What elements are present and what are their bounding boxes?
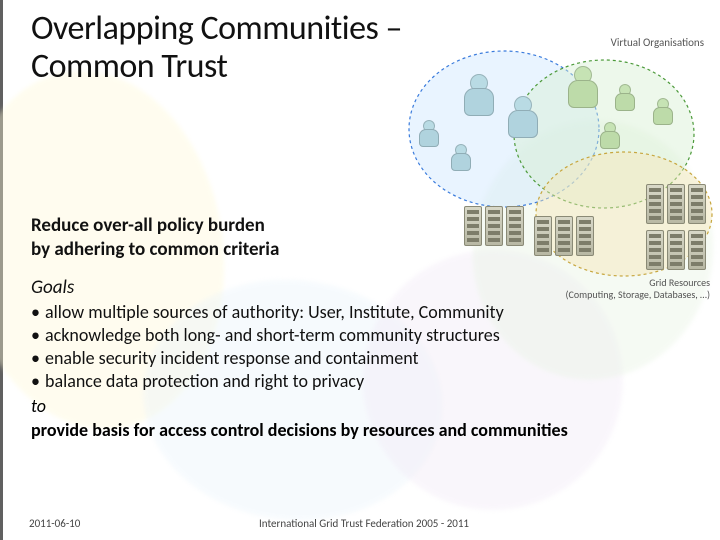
bullet-dot: •	[31, 347, 45, 370]
bullet-text: balance data protection and right to pri…	[45, 370, 364, 393]
slide-footer: 2011-06-10 International Grid Trust Fede…	[29, 517, 700, 530]
content-area: Overlapping Communities – Common Trust R…	[3, 0, 720, 441]
title-line-2: Common Trust	[31, 46, 227, 87]
slide: Virtual Organisations Grid Resources (Co…	[0, 0, 720, 540]
bullet-text: allow multiple sources of authority: Use…	[45, 301, 504, 324]
bullet-item: • allow multiple sources of authority: U…	[31, 301, 696, 324]
bullet-item: • balance data protection and right to p…	[31, 370, 696, 393]
conclusion-line: provide basis for access control decisio…	[31, 419, 696, 442]
subtitle-line-2: by adhering to common criteria	[31, 238, 696, 262]
title-line-1: Overlapping Communities –	[31, 8, 402, 49]
bullet-text: enable security incident response and co…	[45, 347, 419, 370]
footer-date: 2011-06-10	[29, 517, 229, 530]
bullet-item: • enable security incident response and …	[31, 347, 696, 370]
bullet-dot: •	[31, 324, 45, 347]
footer-center: International Grid Trust Federation 2005…	[229, 517, 700, 530]
goals-heading: Goals	[31, 276, 696, 299]
goals-bullets: • allow multiple sources of authority: U…	[31, 301, 696, 393]
subtitle-block: Reduce over-all policy burden by adherin…	[31, 214, 696, 262]
bullet-text: acknowledge both long- and short-term co…	[45, 324, 500, 347]
subtitle-line-1: Reduce over-all policy burden	[31, 214, 696, 238]
slide-title: Overlapping Communities – Common Trust	[31, 10, 696, 86]
bullet-dot: •	[31, 301, 45, 324]
bullet-item: • acknowledge both long- and short-term …	[31, 324, 696, 347]
bullet-dot: •	[31, 370, 45, 393]
to-word: to	[31, 395, 696, 417]
